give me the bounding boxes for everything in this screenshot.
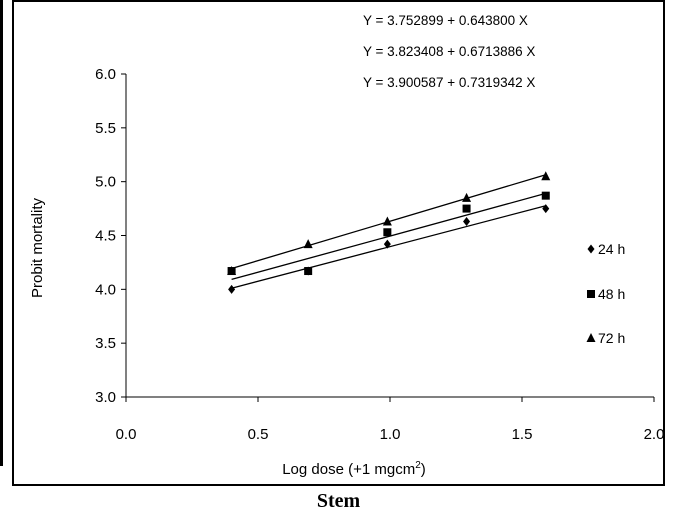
x-tick-label: 1.5 xyxy=(512,426,533,443)
fit-line-diamond xyxy=(231,205,546,289)
y-tick-label: 3.5 xyxy=(95,335,116,352)
tick-labels: 3.0 3.5 4.0 4.5 5.0 5.5 6.0 0.0 0.5 1.0 1.5 2.0 xyxy=(95,66,664,443)
legend-label: 48 h xyxy=(598,286,625,302)
triangle-point xyxy=(382,216,392,226)
y-tick-label: 3.0 xyxy=(95,389,116,406)
diamond-point xyxy=(228,284,236,294)
square-point xyxy=(304,267,313,276)
triangle-point xyxy=(462,192,472,202)
triangle-point xyxy=(227,266,237,276)
fit-line-square xyxy=(231,192,546,281)
legend-label: 24 h xyxy=(598,241,625,257)
legend-marker-square xyxy=(587,290,595,298)
chart-frame xyxy=(12,0,665,486)
left-edge-border xyxy=(0,0,3,466)
diamond-point xyxy=(542,204,550,214)
x-tick-label: 2.0 xyxy=(644,426,665,443)
square-point xyxy=(541,191,550,200)
x-tick-label: 1.0 xyxy=(380,426,401,443)
diamond-point xyxy=(463,217,471,227)
y-axis-label: Probit mortality xyxy=(29,197,46,298)
figure-caption: Stem xyxy=(316,490,361,512)
x-tick-label: 0.0 xyxy=(116,426,137,443)
probit-chart: Y = 3.752899 + 0.643800 X Y = 3.823408 +… xyxy=(29,13,664,478)
equation-1: Y = 3.752899 + 0.643800 X xyxy=(363,13,528,28)
triangle-point xyxy=(541,171,551,181)
legend: 24 h 48 h 72 h xyxy=(586,241,625,346)
x-axis-label: Log dose (+1 mgcm2) xyxy=(282,460,426,478)
legend-label: 72 h xyxy=(598,330,625,346)
y-tick-label: 6.0 xyxy=(95,66,116,83)
x-axis-label-main: Log dose (+1 mgcm xyxy=(282,461,415,478)
data-points xyxy=(227,171,551,294)
x-axis-label-tail: ) xyxy=(421,461,426,478)
y-tick-label: 5.5 xyxy=(95,120,116,137)
axes xyxy=(121,73,655,402)
equation-3: Y = 3.900587 + 0.7319342 X xyxy=(363,75,535,90)
x-axis-label-sup: 2 xyxy=(415,460,421,471)
triangle-point xyxy=(303,239,313,249)
regression-equations: Y = 3.752899 + 0.643800 X Y = 3.823408 +… xyxy=(363,13,535,90)
diamond-point xyxy=(383,239,391,249)
legend-marker-diamond xyxy=(587,244,595,254)
equation-2: Y = 3.823408 + 0.6713886 X xyxy=(363,44,535,59)
y-tick-label: 4.5 xyxy=(95,228,116,245)
square-point xyxy=(383,228,392,237)
legend-marker-triangle xyxy=(586,333,596,342)
x-tick-label: 0.5 xyxy=(248,426,269,443)
y-tick-label: 5.0 xyxy=(95,174,116,191)
square-point xyxy=(462,204,471,213)
y-tick-label: 4.0 xyxy=(95,281,116,298)
